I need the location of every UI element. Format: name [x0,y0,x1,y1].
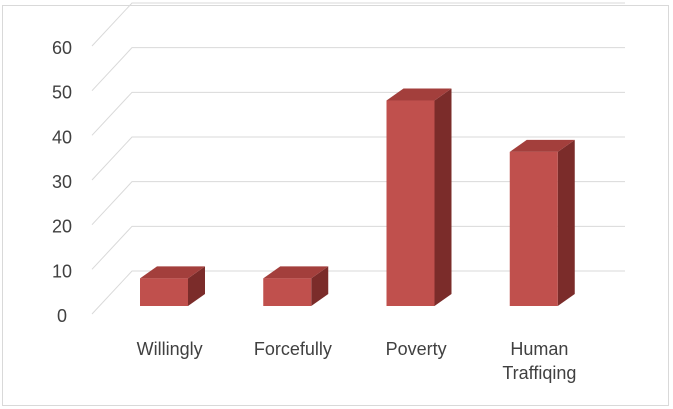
bar-front [509,151,558,306]
bar-side [188,266,205,306]
bars [140,88,575,306]
bar-front [386,100,435,306]
bar-side [434,88,452,306]
y-tick-label: 0 [57,306,67,326]
gridline [91,270,625,315]
gridline [91,47,625,92]
bar [509,139,575,306]
bar [386,88,452,306]
bar-top [386,88,452,101]
y-tick-label: 30 [52,172,72,192]
gridline [91,91,625,136]
y-axis-ticks: 0 10 20 30 40 50 60 [52,38,72,326]
bar-front [140,278,188,306]
bar [263,266,329,306]
x-category-label: Poverty [386,339,447,359]
y-tick-label: 20 [52,217,72,237]
bar-top [140,266,205,279]
bar-side [311,266,329,306]
y-tick-label: 10 [52,261,72,281]
y-tick-label: 50 [52,83,72,103]
bar-side [557,139,575,306]
y-tick-label: 60 [52,38,72,58]
bar-front [263,278,312,306]
x-category-label: Forcefully [254,339,332,359]
bar-top [509,139,575,152]
gridline [91,136,625,181]
x-axis-categories: Willingly Forcefully Poverty Human Traffiqin… [137,339,577,383]
gridline [91,2,625,47]
gridline [91,181,625,226]
gridline [91,225,625,270]
x-category-label: Human Traffiqing [502,339,576,383]
y-tick-label: 40 [52,127,72,147]
gridlines [91,2,625,315]
x-category-label: Willingly [137,339,203,359]
bar-top [263,266,329,279]
bar [140,266,205,306]
